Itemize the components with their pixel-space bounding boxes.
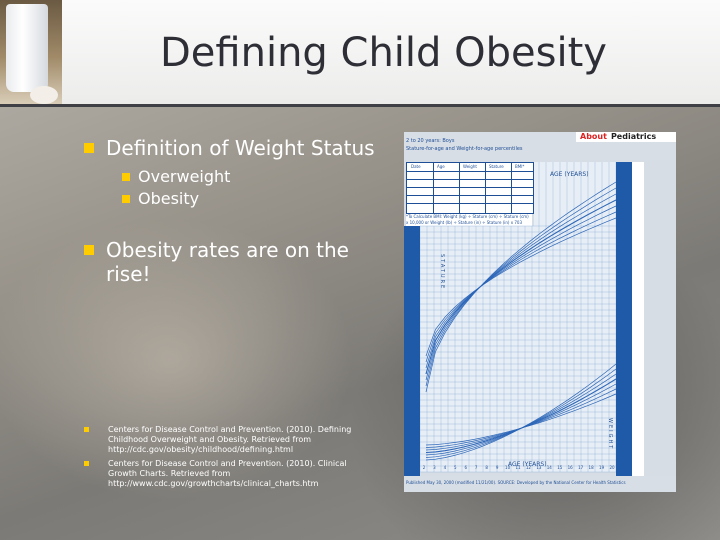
bullet-text: Obesity rates are on the rise!: [106, 238, 349, 286]
age-tick-label: 7: [475, 465, 478, 470]
age-tick-label: 3: [433, 465, 436, 470]
age-tick-label: 18: [589, 465, 595, 470]
slide-title: Defining Child Obesity: [160, 30, 607, 76]
bullet-square-icon: [122, 173, 130, 181]
percentile-curve: [425, 393, 617, 446]
percentile-curve: [425, 205, 617, 369]
age-tick-label: 2: [423, 465, 426, 470]
bullet-square-icon: [84, 461, 89, 466]
about-logo-text: About: [580, 132, 607, 141]
percentile-curve: [425, 181, 617, 393]
percentile-curve: [425, 199, 617, 375]
percentile-curve: [425, 187, 617, 387]
age-tick-label: 14: [547, 465, 553, 470]
growth-chart-header: 2 to 20 years: Boys Stature-for-age and …: [404, 132, 676, 160]
bullet-item: Obesity rates are on the rise!: [84, 238, 384, 286]
bmi-calculation-note: *To Calculate BMI: Weight (kg) ÷ Stature…: [406, 214, 532, 226]
age-axis-label-top: AGE (YEARS): [550, 171, 589, 178]
age-tick-label: 15: [557, 465, 563, 470]
age-axis-label-bottom: AGE (YEARS): [508, 461, 547, 468]
growth-chart-image: 2 to 20 years: Boys Stature-for-age and …: [404, 132, 676, 492]
growth-chart-graph: AGE (YEARS) AGE (YEARS) STATURE WEIGHT 2…: [404, 162, 644, 476]
percentile-curve: [425, 217, 617, 357]
title-bar: Defining Child Obesity: [0, 0, 720, 104]
age-tick-label: 19: [599, 465, 605, 470]
age-tick-label: 4: [444, 465, 447, 470]
bullet-item: Definition of Weight Status: [84, 136, 384, 160]
table-header: Date: [411, 164, 421, 169]
sub-bullet-text: Overweight: [138, 167, 231, 186]
age-tick-label: 12: [526, 465, 532, 470]
age-tick-label: 13: [536, 465, 542, 470]
percentile-curve: [425, 211, 617, 363]
reference-list: Centers for Disease Control and Preventi…: [84, 425, 364, 493]
growth-chart-source-text: Published May 30, 2000 (modified 11/21/0…: [406, 480, 626, 485]
percentile-curve: [425, 193, 617, 381]
egg-image: [30, 86, 58, 104]
milk-glass-image: [6, 4, 48, 92]
table-header: BMI*: [515, 164, 525, 169]
age-tick-label: 16: [568, 465, 574, 470]
growth-chart-subtitle: 2 to 20 years: Boys: [406, 138, 455, 144]
bullet-square-icon: [122, 195, 130, 203]
bullet-square-icon: [84, 427, 89, 432]
age-tick-label: 10: [505, 465, 511, 470]
measurement-table: Date Age Weight Stature BMI*: [406, 162, 534, 214]
reference-text: Centers for Disease Control and Preventi…: [108, 459, 347, 488]
sub-bullet-item: Overweight: [84, 166, 384, 188]
stature-axis-label: STATURE: [439, 254, 445, 290]
reference-item: Centers for Disease Control and Preventi…: [84, 459, 364, 489]
table-header: Stature: [489, 164, 504, 169]
age-tick-label: 6: [465, 465, 468, 470]
age-tick-label: 5: [454, 465, 457, 470]
bullet-square-icon: [84, 245, 94, 255]
table-header: Weight: [463, 164, 477, 169]
growth-chart-footer: Published May 30, 2000 (modified 11/21/0…: [404, 476, 676, 492]
sub-bullet-text: Obesity: [138, 189, 200, 208]
bullet-text: Definition of Weight Status: [106, 136, 375, 160]
milk-glass-photo: [0, 0, 62, 104]
reference-item: Centers for Disease Control and Preventi…: [84, 425, 364, 455]
age-tick-label: 9: [496, 465, 499, 470]
title-divider: [0, 104, 720, 107]
reference-text: Centers for Disease Control and Preventi…: [108, 425, 352, 454]
age-tick-label: 17: [578, 465, 584, 470]
table-header: Age: [437, 164, 445, 169]
age-tick-label: 11: [515, 465, 521, 470]
bullet-square-icon: [84, 143, 94, 153]
age-tick-label: 8: [485, 465, 488, 470]
pediatrics-logo-text: Pediatrics: [610, 132, 657, 141]
sub-bullet-item: Obesity: [84, 188, 384, 210]
age-tick-label: 20: [609, 465, 615, 470]
weight-axis-label: WEIGHT: [607, 418, 613, 450]
about-pediatrics-logo: About Pediatrics: [576, 132, 676, 142]
bullet-list: Definition of Weight Status Overweight O…: [84, 136, 384, 292]
growth-chart-caption: Stature-for-age and Weight-for-age perce…: [406, 146, 523, 152]
